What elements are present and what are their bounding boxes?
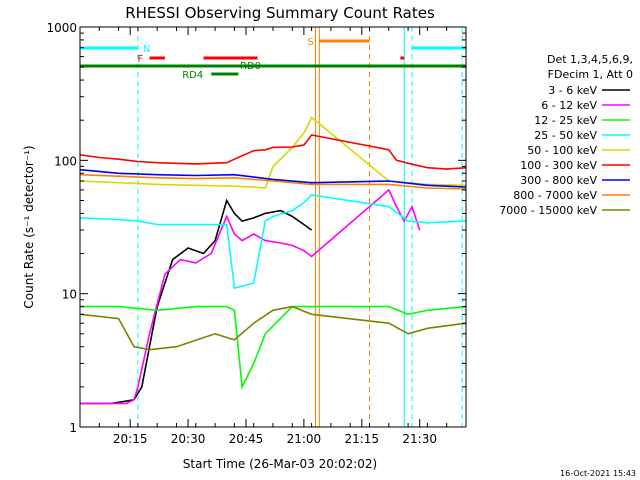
- y-tick-label: 100: [54, 154, 77, 168]
- y-axis-label: Count Rate (s⁻¹ detector⁻¹): [22, 145, 36, 308]
- series-line-6: [80, 168, 466, 188]
- series-line-1: [80, 188, 421, 405]
- x-tick-label: 21:30: [402, 432, 437, 446]
- y-tick-label: 1: [69, 421, 77, 435]
- legend-label-6: 300 - 800 keV: [520, 174, 597, 187]
- legend-label-4: 50 - 100 keV: [527, 144, 597, 157]
- legend-label-7: 800 - 7000 keV: [513, 189, 597, 202]
- x-axis-label: Start Time (26-Mar-03 20:02:02): [183, 457, 377, 471]
- x-tick-label: 20:45: [229, 432, 264, 446]
- y-tick-label: 1000: [46, 21, 77, 35]
- x-tick-label: 21:00: [287, 432, 322, 446]
- flag-label-f: F: [137, 54, 143, 65]
- flag-label-rd0: RD0: [240, 61, 261, 72]
- chart-title: RHESSI Observing Summary Count Rates: [125, 4, 435, 22]
- legend-label-0: 3 - 6 keV: [548, 84, 597, 97]
- series-line-5: [80, 134, 466, 170]
- legend-header-line-2: FDecim 1, Att 0: [548, 68, 633, 81]
- footer-timestamp: 16-Oct-2021 15:43: [560, 469, 636, 478]
- x-tick-label: 20:15: [113, 432, 148, 446]
- legend: 3 - 6 keV 6 - 12 keV 12 - 25 keV 25 - 50 ke…: [499, 84, 630, 217]
- flag-label-rd4: RD4: [182, 70, 203, 81]
- legend-header-line-1: Det 1,3,4,5,6,9,: [547, 53, 633, 66]
- legend-label-2: 12 - 25 keV: [534, 114, 597, 127]
- legend-label-1: 6 - 12 keV: [541, 99, 597, 112]
- legend-label-3: 25 - 50 keV: [534, 129, 597, 142]
- y-tick-label: 10: [62, 288, 77, 302]
- x-tick-label: 20:30: [171, 432, 206, 446]
- axes-layer: 20:15 20:30 20:45 21:00 21:15 21:30 1 10 100 1000: [46, 21, 467, 446]
- series-line-8: [80, 305, 466, 351]
- x-tick-label: 21:15: [344, 432, 379, 446]
- flag-label-s: S: [307, 37, 313, 48]
- plot-layer: NF S RD0 RD4: [80, 27, 466, 427]
- series-line-0: [80, 198, 313, 405]
- series-line-7: [80, 173, 466, 190]
- legend-label-5: 100 - 300 keV: [520, 159, 597, 172]
- series-line-3: [80, 194, 466, 290]
- series-line-2: [80, 305, 466, 390]
- legend-label-8: 7000 - 15000 keV: [499, 204, 597, 217]
- flag-label-n: N: [143, 44, 150, 55]
